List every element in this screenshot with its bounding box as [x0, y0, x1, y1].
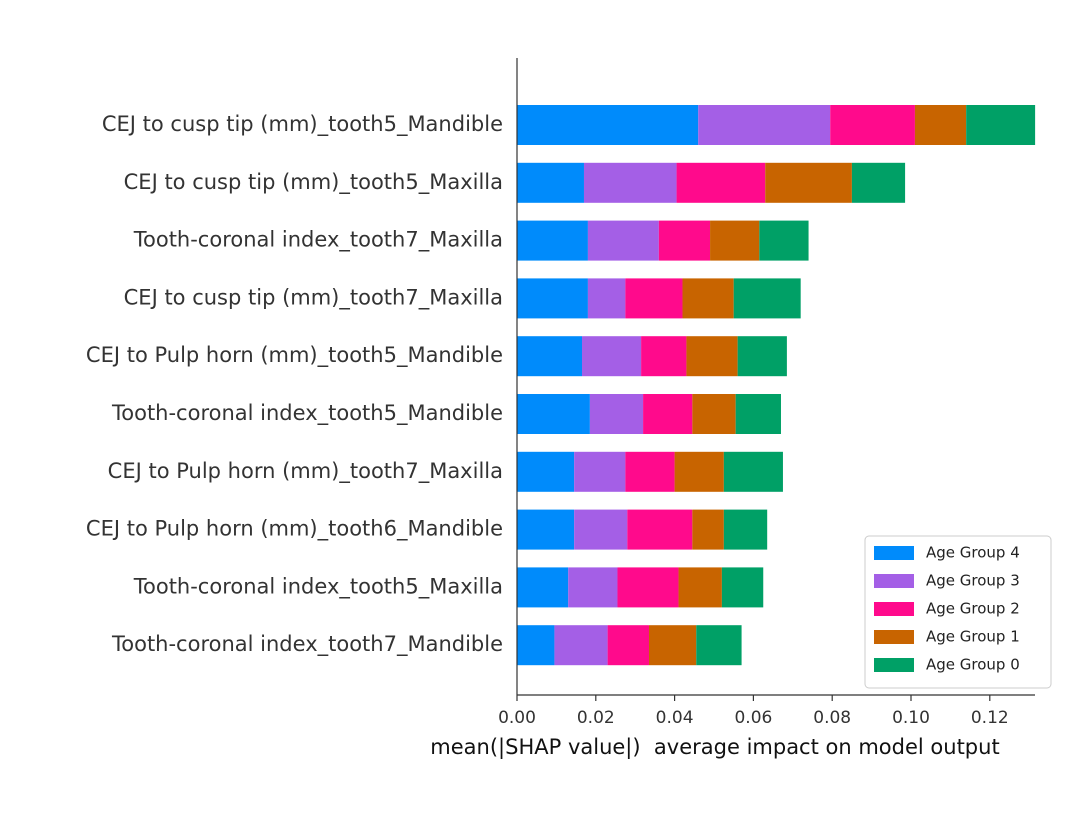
y-tick-label: Tooth-coronal index_tooth7_Mandible — [111, 632, 503, 657]
legend-label: Age Group 4 — [926, 544, 1020, 562]
bar-segment-age-group-1 — [692, 509, 724, 550]
x-tick-label: 0.08 — [813, 708, 851, 728]
x-tick-label: 0.00 — [498, 708, 536, 728]
bar-segment-age-group-4 — [517, 278, 588, 319]
y-tick-label: Tooth-coronal index_tooth5_Maxilla — [133, 574, 503, 599]
bar-segment-age-group-2 — [641, 336, 687, 377]
bar-segment-age-group-2 — [643, 394, 693, 434]
bar-segment-age-group-0 — [735, 394, 781, 434]
y-tick-label: CEJ to cusp tip (mm)_tooth5_Mandible — [102, 112, 503, 137]
bar-segment-age-group-4 — [517, 220, 588, 261]
bar-segment-age-group-0 — [721, 567, 764, 608]
bar-segment-age-group-2 — [627, 509, 693, 550]
bar-segment-age-group-3 — [589, 394, 644, 434]
bar-segment-age-group-4 — [517, 625, 555, 666]
bar-segment-age-group-2 — [658, 220, 711, 261]
x-axis-label: mean(|SHAP value|) average impact on mod… — [430, 735, 999, 760]
bar-segment-age-group-1 — [682, 278, 734, 319]
bar-segment-age-group-3 — [583, 162, 677, 203]
legend-swatch — [874, 602, 914, 616]
legend-swatch — [874, 574, 914, 588]
bar-layer — [517, 105, 1036, 666]
x-tick-label: 0.10 — [892, 708, 930, 728]
bar-segment-age-group-1 — [648, 625, 697, 666]
legend-label: Age Group 0 — [926, 656, 1020, 674]
bar-segment-age-group-3 — [554, 625, 608, 666]
bar-segment-age-group-2 — [830, 105, 915, 145]
bar-segment-age-group-4 — [517, 394, 590, 434]
bar-segment-age-group-1 — [674, 451, 724, 492]
y-axis-labels: CEJ to cusp tip (mm)_tooth5_Mandible CEJ … — [86, 112, 503, 657]
legend-swatch — [874, 658, 914, 672]
y-tick-label: CEJ to Pulp horn (mm)_tooth6_Mandible — [86, 517, 503, 542]
x-axis-ticks: 0.00 0.02 0.04 0.06 0.08 0.10 0.12 — [498, 695, 1009, 728]
legend-swatch — [874, 630, 914, 644]
bar-segment-age-group-1 — [692, 394, 736, 434]
bar-segment-age-group-2 — [607, 625, 649, 666]
bar-segment-age-group-2 — [676, 162, 766, 203]
x-tick-label: 0.06 — [734, 708, 772, 728]
bar-segment-age-group-1 — [678, 567, 722, 608]
bar-segment-age-group-3 — [574, 451, 626, 492]
y-tick-label: Tooth-coronal index_tooth7_Maxilla — [133, 228, 503, 253]
bar-segment-age-group-1 — [686, 336, 738, 377]
bar-segment-age-group-4 — [517, 451, 575, 492]
legend: Age Group 4 Age Group 3 Age Group 2 Age Gro… — [864, 535, 1052, 689]
bar-segment-age-group-3 — [568, 567, 618, 608]
bar-segment-age-group-4 — [517, 567, 569, 608]
bar-segment-age-group-0 — [723, 509, 768, 550]
legend-label: Age Group 3 — [926, 572, 1020, 590]
bar-segment-age-group-0 — [696, 625, 742, 666]
legend-label: Age Group 1 — [926, 628, 1020, 646]
bar-segment-age-group-3 — [587, 278, 626, 319]
bar-segment-age-group-2 — [625, 278, 683, 319]
bar-segment-age-group-2 — [617, 567, 679, 608]
x-tick-label: 0.02 — [577, 708, 615, 728]
y-tick-label: CEJ to Pulp horn (mm)_tooth7_Maxilla — [108, 459, 503, 484]
bar-segment-age-group-0 — [851, 162, 906, 203]
bar-segment-age-group-0 — [733, 278, 801, 319]
legend-swatch — [874, 546, 914, 560]
bar-segment-age-group-1 — [914, 105, 967, 145]
bar-segment-age-group-4 — [517, 105, 699, 145]
y-tick-label: Tooth-coronal index_tooth5_Mandible — [111, 401, 503, 426]
y-tick-label: CEJ to cusp tip (mm)_tooth5_Maxilla — [124, 170, 503, 195]
bar-segment-age-group-3 — [587, 220, 659, 261]
bar-segment-age-group-1 — [765, 162, 852, 203]
bar-segment-age-group-4 — [517, 509, 575, 550]
bar-segment-age-group-0 — [966, 105, 1036, 145]
bar-segment-age-group-1 — [710, 220, 760, 261]
bar-segment-age-group-4 — [517, 336, 583, 377]
bar-segment-age-group-0 — [737, 336, 787, 377]
bar-segment-age-group-3 — [698, 105, 831, 145]
bar-segment-age-group-2 — [625, 451, 675, 492]
bar-segment-age-group-3 — [574, 509, 628, 550]
x-tick-label: 0.04 — [656, 708, 694, 728]
legend-label: Age Group 2 — [926, 600, 1020, 618]
bar-segment-age-group-4 — [517, 162, 584, 203]
x-tick-label: 0.12 — [971, 708, 1009, 728]
bar-segment-age-group-0 — [723, 451, 783, 492]
y-tick-label: CEJ to Pulp horn (mm)_tooth5_Mandible — [86, 343, 503, 368]
y-tick-label: CEJ to cusp tip (mm)_tooth7_Maxilla — [124, 285, 503, 310]
bar-segment-age-group-3 — [582, 336, 642, 377]
bar-segment-age-group-0 — [759, 220, 809, 261]
